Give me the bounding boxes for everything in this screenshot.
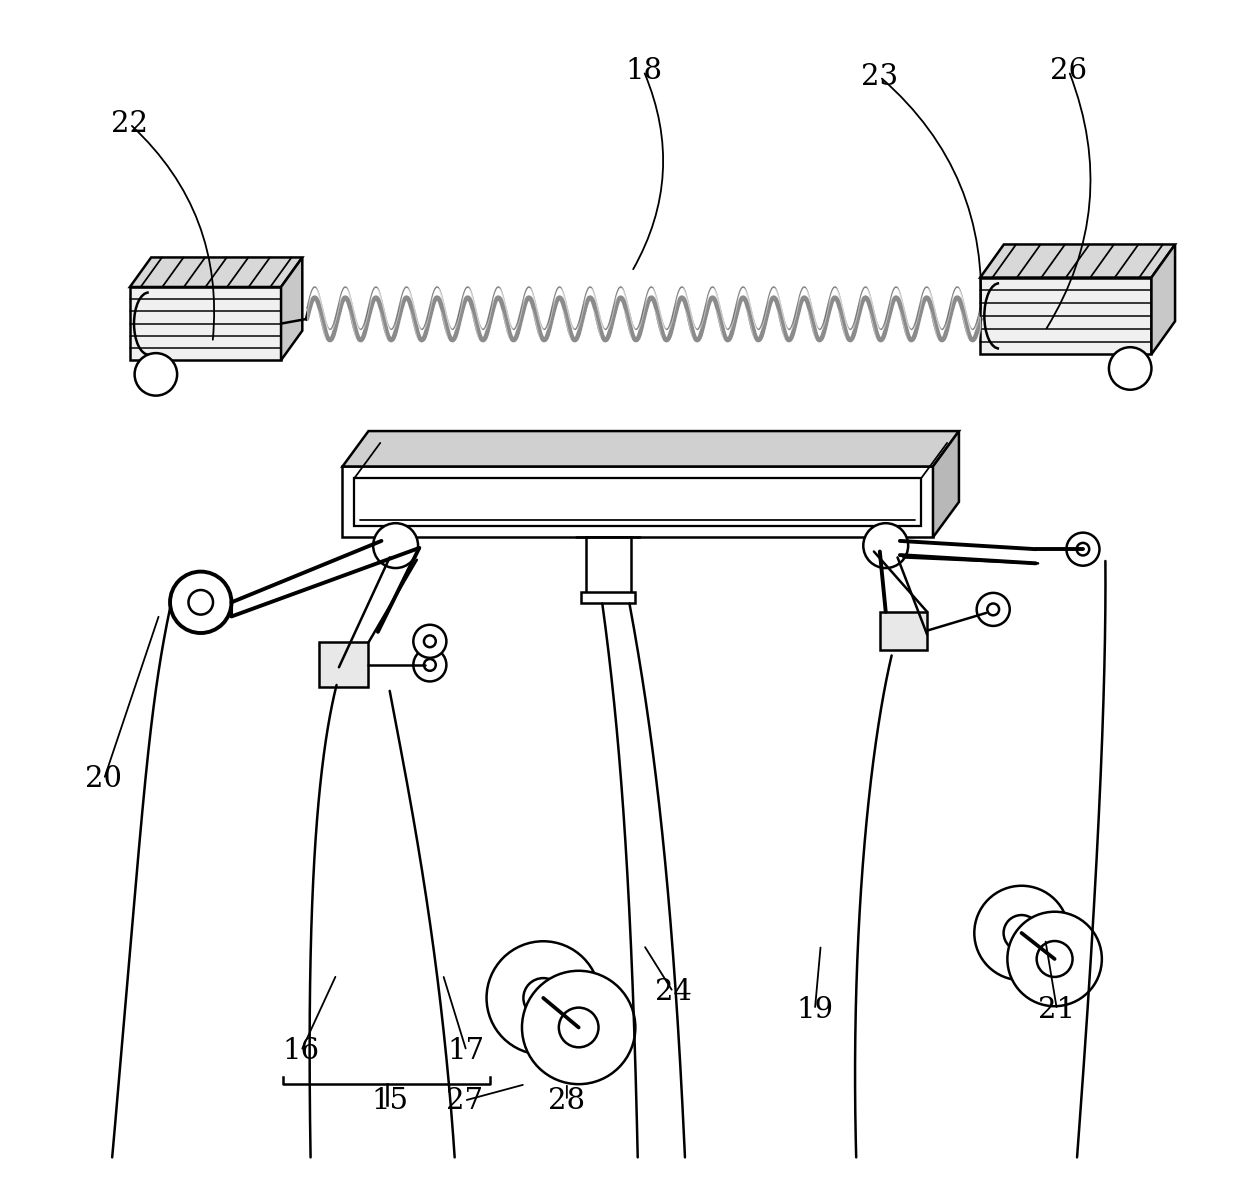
Polygon shape xyxy=(932,431,959,537)
Circle shape xyxy=(977,593,1009,626)
Text: 26: 26 xyxy=(1050,57,1087,85)
Text: 21: 21 xyxy=(1038,996,1075,1024)
Circle shape xyxy=(424,659,435,671)
Text: 24: 24 xyxy=(655,978,692,1006)
Circle shape xyxy=(135,353,177,396)
Circle shape xyxy=(424,635,435,647)
Circle shape xyxy=(170,572,232,633)
Circle shape xyxy=(987,603,999,615)
Circle shape xyxy=(486,941,600,1055)
Text: 16: 16 xyxy=(283,1037,320,1065)
Bar xyxy=(880,612,928,650)
Circle shape xyxy=(413,625,446,658)
Text: 15: 15 xyxy=(371,1087,408,1115)
Circle shape xyxy=(975,886,1069,980)
Circle shape xyxy=(1003,915,1039,951)
Circle shape xyxy=(188,590,213,614)
Text: 17: 17 xyxy=(448,1037,485,1065)
Bar xyxy=(582,592,635,603)
Polygon shape xyxy=(130,257,303,287)
Text: 20: 20 xyxy=(86,765,123,794)
Polygon shape xyxy=(342,431,959,466)
Text: 19: 19 xyxy=(796,996,833,1024)
Circle shape xyxy=(373,523,418,568)
Text: 28: 28 xyxy=(548,1087,585,1115)
Circle shape xyxy=(1007,912,1102,1006)
Text: 27: 27 xyxy=(445,1087,482,1115)
Circle shape xyxy=(559,1007,599,1048)
Bar xyxy=(319,642,368,687)
Circle shape xyxy=(1109,347,1152,390)
Polygon shape xyxy=(980,244,1176,278)
Circle shape xyxy=(863,523,908,568)
Text: 22: 22 xyxy=(112,110,149,138)
Circle shape xyxy=(413,648,446,681)
Bar xyxy=(355,478,921,526)
Polygon shape xyxy=(281,257,303,360)
Bar xyxy=(585,537,631,594)
Circle shape xyxy=(1066,533,1100,566)
Bar xyxy=(342,466,932,537)
Circle shape xyxy=(522,971,635,1084)
Text: 23: 23 xyxy=(862,63,899,91)
Bar xyxy=(130,287,281,360)
Circle shape xyxy=(1037,941,1073,977)
Bar xyxy=(980,278,1152,354)
Polygon shape xyxy=(1152,244,1176,354)
Circle shape xyxy=(523,978,563,1018)
Circle shape xyxy=(1076,543,1089,555)
Text: 18: 18 xyxy=(625,57,662,85)
